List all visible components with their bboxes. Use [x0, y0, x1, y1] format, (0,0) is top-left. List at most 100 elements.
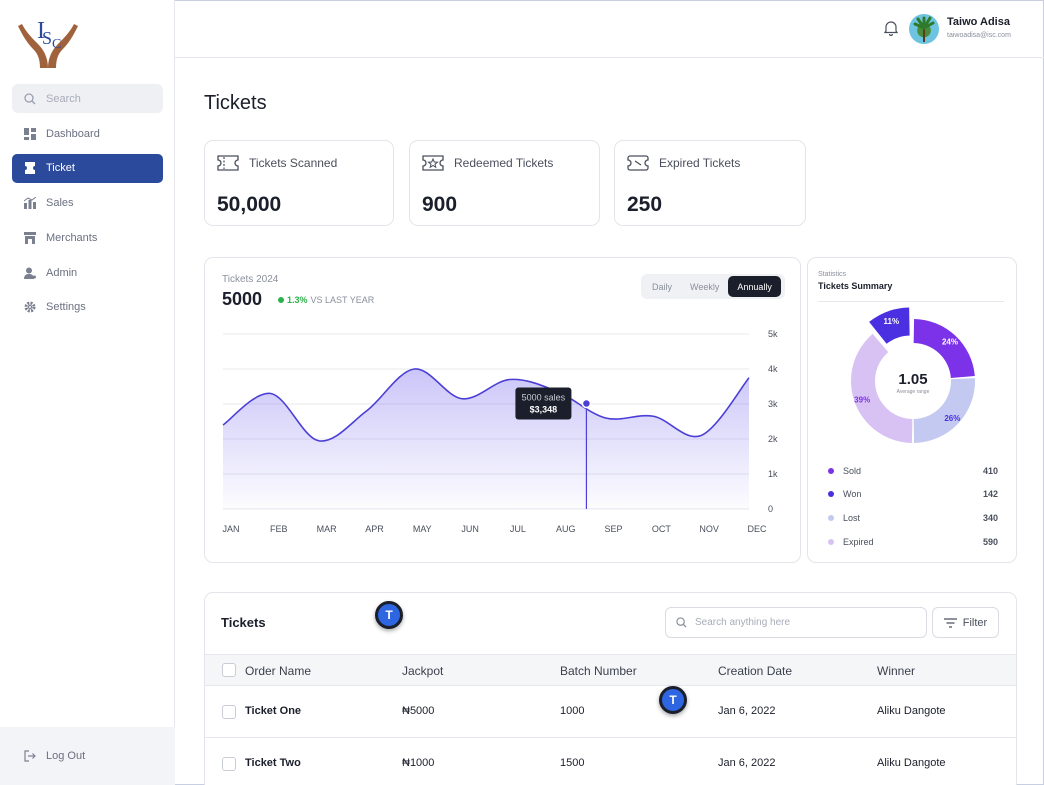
x-tick-label: OCT — [652, 524, 672, 534]
legend-label: Sold — [843, 466, 862, 476]
ticket-icon — [24, 162, 36, 175]
isc-logo: I S C — [18, 18, 78, 68]
legend-value: 142 — [982, 489, 998, 499]
chart-point — [700, 435, 702, 437]
stat-value: 900 — [422, 193, 458, 216]
chart-point — [365, 410, 367, 412]
donut-slice-won[interactable] — [869, 307, 910, 344]
store-icon — [24, 231, 36, 244]
user-icon — [24, 267, 36, 279]
change-label: VS LAST YEAR — [310, 295, 375, 305]
chart-highlight-point[interactable] — [581, 398, 592, 409]
table-search-placeholder: Search anything here — [695, 617, 791, 628]
cell-winner: Aliku Dangote — [877, 757, 946, 769]
sidebar-item-settings[interactable]: Settings — [12, 293, 163, 322]
donut-slice-expired[interactable] — [851, 333, 913, 443]
sidebar-nav: Dashboard Ticket Sales Merchants Admin S… — [12, 119, 163, 328]
col-header-date[interactable]: Creation Date — [718, 664, 793, 678]
sidebar-item-label: Settings — [46, 301, 86, 314]
donut-slice-lost[interactable] — [913, 378, 975, 443]
ticket-expired-icon — [627, 155, 649, 171]
stat-label: Redeemed Tickets — [454, 156, 554, 170]
table-header: Order Name Jackpot Batch Number Creation… — [205, 654, 1016, 686]
chart-point — [222, 424, 224, 426]
cell-order: Ticket Two — [245, 757, 301, 769]
sidebar-item-ticket[interactable]: Ticket — [12, 153, 163, 183]
sidebar-item-merchants[interactable]: Merchants — [12, 223, 163, 252]
donut-slice-sold[interactable] — [913, 319, 975, 378]
legend-sold: Sold 410 — [828, 466, 998, 476]
page-title: Tickets — [204, 92, 267, 114]
chart-point — [318, 440, 320, 442]
tooltip-line-2: $3,348 — [530, 405, 558, 415]
search-icon — [676, 617, 687, 628]
legend-value: 590 — [982, 537, 998, 547]
bell-icon[interactable] — [884, 20, 898, 36]
table-search-input[interactable]: Search anything here — [665, 607, 927, 638]
row-checkbox[interactable] — [222, 757, 236, 771]
chart-point — [509, 379, 511, 381]
period-weekly[interactable]: Weekly — [690, 281, 720, 292]
select-all-checkbox[interactable] — [222, 663, 236, 677]
period-annually[interactable]: Annually — [728, 276, 781, 297]
table-row[interactable]: Ticket One ₦5000 1000 Jan 6, 2022 Aliku … — [205, 686, 1016, 738]
summary-donut-chart: 24% 26% 39% 11% 1.05 Average range — [851, 307, 975, 443]
svg-text:C: C — [52, 37, 61, 52]
x-tick-label: APR — [365, 524, 384, 534]
table-row[interactable]: Ticket Two ₦1000 1500 Jan 6, 2022 Aliku … — [205, 738, 1016, 785]
floating-marker[interactable]: T — [659, 686, 687, 714]
ticket-scan-icon — [217, 155, 239, 171]
table-title: Tickets — [221, 615, 266, 630]
gear-icon — [24, 301, 36, 313]
cell-date: Jan 6, 2022 — [718, 705, 776, 717]
chart-point — [270, 393, 272, 395]
logout-button[interactable]: Log Out — [0, 727, 175, 785]
chart-area-fill — [223, 368, 749, 509]
col-header-jackpot[interactable]: Jackpot — [402, 664, 444, 678]
sidebar-search[interactable]: Search — [12, 84, 163, 113]
logout-label: Log Out — [46, 750, 86, 762]
filter-label: Filter — [962, 616, 988, 629]
y-tick-label: 3k — [768, 399, 778, 409]
filter-button[interactable]: Filter — [932, 607, 999, 638]
chart-point — [557, 391, 559, 393]
user-email: taiwoadisa@isc.com — [947, 32, 1011, 39]
y-tick-label: 5k — [768, 329, 778, 339]
stat-value: 50,000 — [217, 193, 282, 216]
divider — [818, 301, 1004, 302]
donut-slice-label: 26% — [944, 414, 960, 423]
chart-change: 1.3% VS LAST YEAR — [278, 295, 374, 305]
sales-chart-card: Tickets 2024 5000 1.3% VS LAST YEAR Dail… — [204, 257, 801, 563]
sidebar-item-dashboard[interactable]: Dashboard — [12, 119, 163, 148]
col-header-order[interactable]: Order Name — [245, 664, 312, 678]
legend-label: Lost — [843, 513, 861, 523]
y-tick-label: 1k — [768, 469, 778, 479]
avatar[interactable] — [909, 14, 939, 44]
col-header-winner[interactable]: Winner — [877, 664, 916, 678]
legend-swatch — [828, 468, 834, 474]
sidebar-item-label: Ticket — [46, 162, 75, 175]
x-tick-label: AUG — [556, 524, 576, 534]
col-header-batch[interactable]: Batch Number — [560, 664, 637, 678]
ticket-redeem-icon — [422, 155, 444, 171]
topbar: Taiwo Adisa taiwoadisa@isc.com — [175, 0, 1044, 58]
user-name: Taiwo Adisa — [947, 16, 1010, 28]
chart-tooltip: 5000 sales $3,348 — [515, 387, 572, 420]
row-checkbox[interactable] — [222, 705, 236, 719]
floating-marker[interactable]: T — [375, 601, 403, 629]
donut-slice-label: 11% — [884, 317, 900, 326]
sidebar-item-sales[interactable]: Sales — [12, 189, 163, 218]
x-tick-label: SEP — [605, 524, 623, 534]
cell-batch: 1500 — [560, 757, 585, 769]
sidebar-item-admin[interactable]: Admin — [12, 258, 163, 287]
tooltip-line-1: 5000 sales — [522, 393, 566, 403]
donut-center-label: Average range — [897, 389, 930, 395]
stat-card-scanned: Tickets Scanned 50,000 — [204, 140, 394, 226]
up-dot-icon — [278, 297, 284, 303]
chart-point — [605, 417, 607, 419]
x-tick-label: JUL — [510, 524, 526, 534]
cell-order: Ticket One — [245, 705, 302, 717]
period-daily[interactable]: Daily — [652, 281, 673, 292]
cell-date: Jan 6, 2022 — [718, 757, 776, 769]
y-tick-label: 0 — [768, 504, 773, 514]
